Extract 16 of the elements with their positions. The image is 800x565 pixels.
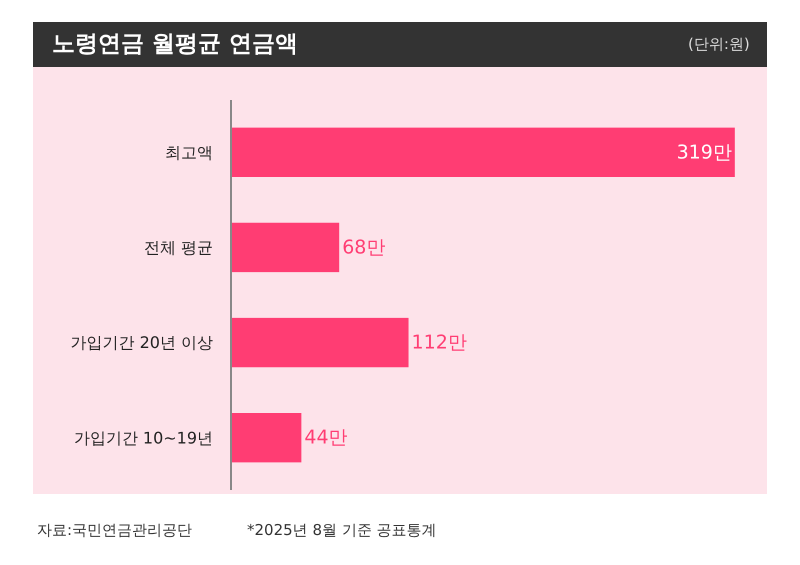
bar [232, 222, 340, 272]
bar [232, 128, 735, 178]
y-tick-label: 전체 평균 [144, 238, 214, 258]
bar [232, 412, 302, 462]
text: *2025년 8월 기준 공표통계 [247, 521, 437, 539]
text: 자료:국민연금관리공단 [37, 521, 192, 539]
data-label: 319만 [676, 141, 732, 164]
data-label: 44만 [304, 426, 348, 449]
y-tick-label: 최고액 [165, 142, 214, 162]
chart-subtitle: (단위:원) [688, 35, 750, 53]
bar [232, 318, 409, 368]
y-tick-label: 가입기간 10~19년 [74, 428, 214, 448]
chart-title: 노령연금 월평균 연금액 [52, 31, 298, 57]
y-tick-label: 가입기간 20년 이상 [70, 333, 214, 352]
data-label: 112만 [412, 332, 467, 354]
data-label: 68만 [342, 236, 386, 258]
